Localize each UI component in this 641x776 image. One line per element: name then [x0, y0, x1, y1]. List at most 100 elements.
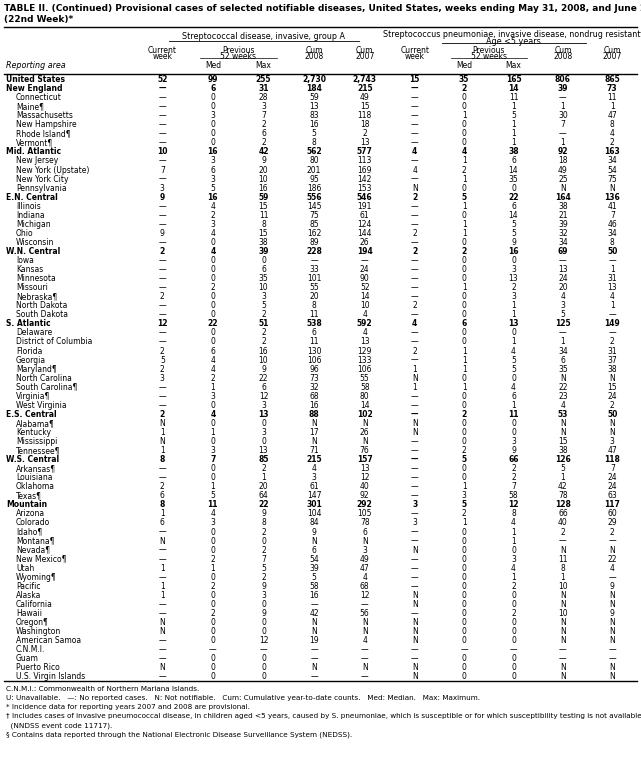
Text: 162: 162	[307, 229, 321, 238]
Text: 125: 125	[555, 320, 570, 328]
Text: 12: 12	[259, 636, 268, 645]
Text: 0: 0	[210, 328, 215, 338]
Text: 2: 2	[210, 609, 215, 618]
Text: —: —	[411, 157, 419, 165]
Text: Colorado: Colorado	[16, 518, 50, 528]
Text: 6: 6	[210, 347, 215, 355]
Text: —: —	[158, 672, 166, 681]
Text: 49: 49	[558, 165, 568, 175]
Text: —: —	[608, 573, 616, 582]
Text: —: —	[411, 645, 419, 654]
Text: 1: 1	[160, 509, 165, 518]
Text: 13: 13	[509, 274, 519, 283]
Text: 7: 7	[610, 211, 615, 220]
Text: 1: 1	[462, 383, 467, 392]
Text: 5: 5	[560, 310, 565, 320]
Text: —: —	[608, 654, 616, 663]
Text: 15: 15	[410, 75, 420, 84]
Text: 58: 58	[360, 383, 369, 392]
Text: 20: 20	[259, 165, 269, 175]
Text: 92: 92	[360, 491, 369, 501]
Text: 0: 0	[261, 600, 266, 609]
Text: Iowa: Iowa	[16, 256, 34, 265]
Text: 3: 3	[412, 518, 417, 528]
Text: 0: 0	[462, 591, 467, 600]
Text: —: —	[158, 102, 166, 111]
Text: —: —	[361, 256, 369, 265]
Text: 0: 0	[462, 301, 467, 310]
Text: 24: 24	[608, 482, 617, 491]
Text: Previous: Previous	[472, 46, 505, 55]
Text: N: N	[362, 536, 367, 546]
Text: 9: 9	[312, 528, 317, 536]
Text: 4: 4	[312, 464, 317, 473]
Text: 18: 18	[558, 157, 568, 165]
Text: 2: 2	[160, 347, 165, 355]
Text: 11: 11	[310, 338, 319, 346]
Text: 0: 0	[261, 437, 266, 446]
Text: 13: 13	[360, 338, 369, 346]
Text: N: N	[412, 618, 417, 627]
Text: 2007: 2007	[603, 52, 622, 61]
Text: —: —	[411, 609, 419, 618]
Text: Oklahoma: Oklahoma	[16, 482, 55, 491]
Text: 1: 1	[462, 355, 467, 365]
Text: —: —	[411, 93, 419, 102]
Text: —: —	[158, 130, 166, 138]
Text: 2: 2	[210, 582, 215, 591]
Text: 33: 33	[309, 265, 319, 274]
Text: —: —	[158, 256, 166, 265]
Text: 7: 7	[511, 482, 516, 491]
Text: 11: 11	[608, 93, 617, 102]
Text: 54: 54	[309, 555, 319, 563]
Text: —: —	[411, 482, 419, 491]
Text: 2: 2	[610, 338, 615, 346]
Text: 5: 5	[560, 464, 565, 473]
Text: U.S. Virgin Islands: U.S. Virgin Islands	[16, 672, 85, 681]
Text: New Hampshire: New Hampshire	[16, 120, 77, 130]
Text: 2: 2	[511, 464, 516, 473]
Text: † Includes cases of invasive pneumococcal disease, in children aged <5 years, ca: † Includes cases of invasive pneumococca…	[6, 713, 641, 719]
Text: 4: 4	[210, 355, 215, 365]
Text: E.S. Central: E.S. Central	[6, 410, 56, 419]
Text: 0: 0	[511, 654, 516, 663]
Text: 147: 147	[307, 491, 321, 501]
Text: —: —	[158, 546, 166, 555]
Text: N: N	[160, 419, 165, 428]
Text: 0: 0	[261, 618, 266, 627]
Text: N: N	[362, 419, 367, 428]
Text: 4: 4	[362, 328, 367, 338]
Text: Rhode Island¶: Rhode Island¶	[16, 130, 71, 138]
Text: 73: 73	[309, 374, 319, 383]
Text: 0: 0	[462, 120, 467, 130]
Text: 1: 1	[511, 138, 516, 147]
Text: N: N	[412, 419, 417, 428]
Text: —: —	[158, 328, 166, 338]
Text: 35: 35	[508, 175, 519, 184]
Text: 2008: 2008	[553, 52, 572, 61]
Text: 3: 3	[210, 446, 215, 455]
Text: —: —	[411, 473, 419, 482]
Text: Max: Max	[506, 61, 521, 70]
Text: 52: 52	[157, 75, 167, 84]
Text: Texas¶: Texas¶	[16, 491, 42, 501]
Text: 89: 89	[310, 238, 319, 247]
Text: 4: 4	[412, 320, 417, 328]
Text: —: —	[411, 111, 419, 120]
Text: 5: 5	[312, 130, 317, 138]
Text: 3: 3	[261, 293, 266, 301]
Text: —: —	[260, 645, 267, 654]
Text: —: —	[559, 645, 567, 654]
Text: —: —	[411, 283, 419, 293]
Text: —: —	[411, 274, 419, 283]
Text: 1: 1	[462, 482, 467, 491]
Text: 0: 0	[210, 600, 215, 609]
Text: N: N	[412, 636, 417, 645]
Text: Current: Current	[400, 46, 429, 55]
Text: 21: 21	[558, 211, 568, 220]
Text: 0: 0	[210, 437, 215, 446]
Text: Hawaii: Hawaii	[16, 609, 42, 618]
Text: —: —	[411, 265, 419, 274]
Text: 4: 4	[412, 165, 417, 175]
Text: 0: 0	[210, 419, 215, 428]
